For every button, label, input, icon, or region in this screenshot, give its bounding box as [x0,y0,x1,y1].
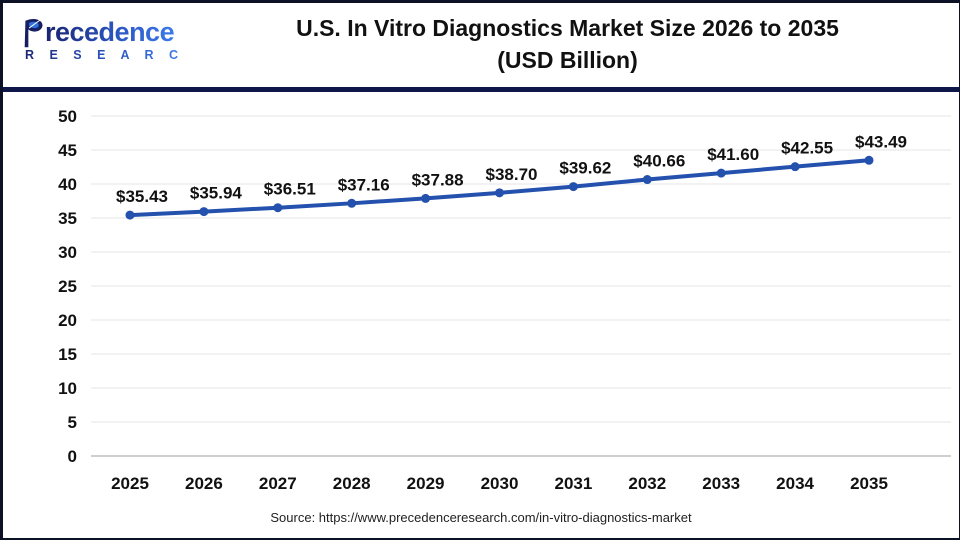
y-tick-label: 40 [58,175,77,194]
x-tick-label: 2028 [333,474,371,493]
y-tick-label: 25 [58,277,77,296]
data-point-marker [864,155,874,165]
leaf-p-icon [24,18,43,48]
data-point-marker [421,193,431,203]
x-tick-label: 2030 [481,474,519,493]
data-point-label: $36.51 [264,180,316,199]
x-tick-label: 2033 [702,474,740,493]
data-point-label: $38.70 [486,165,538,184]
data-point-label: $35.43 [116,187,168,206]
header: recedence R E S E A R C H U.S. In Vitro … [3,3,959,87]
y-tick-label: 50 [58,107,77,126]
x-tick-label: 2034 [776,474,814,493]
x-tick-label: 2035 [850,474,888,493]
x-tick-label: 2027 [259,474,297,493]
x-tick-label: 2029 [407,474,445,493]
data-point-marker [568,182,578,192]
y-tick-label: 5 [68,413,77,432]
logo-wordmark: recedence [21,16,181,48]
data-point-marker [125,210,135,220]
data-point-marker [790,162,800,172]
x-tick-label: 2032 [628,474,666,493]
data-point-label: $37.16 [338,175,390,194]
precedence-research-logo: recedence R E S E A R C H [21,16,203,62]
data-point-marker [642,175,652,185]
data-point-marker [347,198,357,208]
chart-title: U.S. In Vitro Diagnostics Market Size 20… [188,12,947,76]
data-point-marker [716,168,726,178]
data-point-label: $35.94 [190,184,243,203]
y-tick-label: 15 [58,345,77,364]
y-tick-label: 30 [58,243,77,262]
y-tick-label: 35 [58,209,77,228]
data-point-marker [495,188,504,198]
x-tick-label: 2031 [554,474,592,493]
y-tick-label: 10 [58,379,77,398]
data-point-label: $37.88 [412,170,464,189]
chart-title-line2: (USD Billion) [497,47,638,73]
header-divider [3,87,959,92]
chart-title-line1: U.S. In Vitro Diagnostics Market Size 20… [296,15,839,41]
y-tick-label: 45 [58,141,77,160]
y-tick-label: 20 [58,311,77,330]
y-tick-label: 0 [68,447,77,466]
source-attribution: Source: https://www.precedenceresearch.c… [270,510,692,525]
x-tick-label: 2026 [185,474,223,493]
data-point-label: $41.60 [707,145,759,164]
data-point-label: $39.62 [559,159,611,178]
data-point-marker [199,207,209,217]
data-point-marker [273,203,283,213]
data-point-label: $43.49 [855,132,907,151]
logo-subtitle: R E S E A R C H [21,48,203,62]
x-tick-label: 2025 [111,474,149,493]
logo-wordmark-text: recedence [45,17,175,47]
data-point-label: $40.66 [633,152,685,171]
data-point-label: $42.55 [781,139,833,158]
